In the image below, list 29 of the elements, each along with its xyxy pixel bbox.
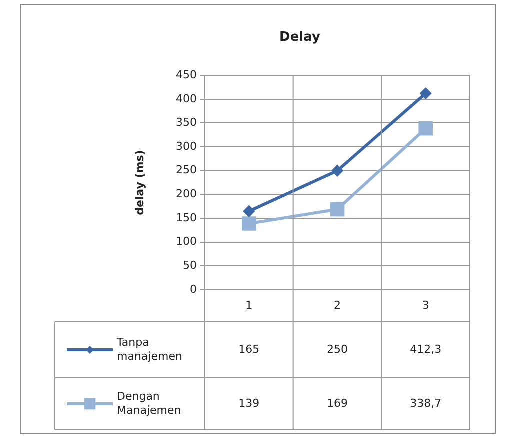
x-tick-label: 2 xyxy=(334,298,341,312)
point xyxy=(330,202,345,217)
point xyxy=(420,88,432,100)
y-tick-label: 100 xyxy=(176,235,197,248)
data-label: 169 xyxy=(327,396,348,410)
data-label: 338,7 xyxy=(410,396,442,410)
y-tick-label: 450 xyxy=(176,68,197,82)
point xyxy=(242,216,256,231)
data-label: 165 xyxy=(238,342,260,356)
chart-title: Delay xyxy=(280,30,321,46)
x-tick-label: 3 xyxy=(422,298,430,312)
y-tick-label: 350 xyxy=(176,116,197,130)
data-label: 250 xyxy=(327,342,348,356)
x-tick-label: 1 xyxy=(246,298,253,312)
y-tick-label: 200 xyxy=(176,188,197,201)
y-tick-label: 300 xyxy=(176,140,197,153)
data-label: 412,3 xyxy=(410,342,442,356)
point xyxy=(418,121,433,136)
point xyxy=(332,165,343,176)
point xyxy=(244,206,255,217)
y-tick-label: 400 xyxy=(176,92,197,106)
y-tick-label: 150 xyxy=(176,211,197,224)
y-tick-label: 250 xyxy=(176,164,197,177)
legend-label: Dengan Manajemen xyxy=(117,390,182,417)
y-tick-label: 0 xyxy=(190,282,197,296)
y-tick-label: 50 xyxy=(183,259,197,272)
y-axis-title: delay (ms) xyxy=(133,150,146,216)
legend-label: Tanpa manajemen xyxy=(116,336,182,363)
data-label: 139 xyxy=(238,396,260,410)
